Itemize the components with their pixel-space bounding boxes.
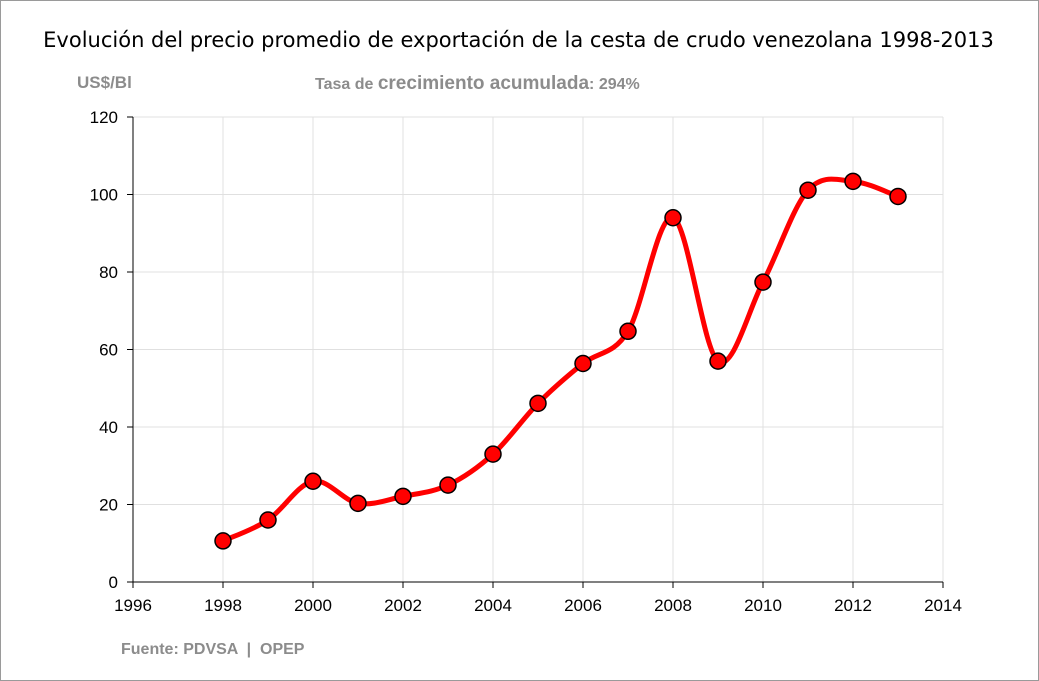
x-tick-label: 2004	[474, 596, 512, 615]
data-point-marker	[439, 476, 457, 494]
x-tick-label: 2014	[924, 596, 962, 615]
annotation-part-3: : 294%	[589, 76, 640, 93]
growth-rate-annotation: Tasa de crecimiento acumulada: 294%	[315, 73, 640, 95]
data-point-marker	[709, 352, 727, 370]
x-tick-label: 2012	[834, 596, 872, 615]
x-tick-label: 2008	[654, 596, 692, 615]
y-tick-label: 80	[99, 263, 118, 282]
data-point-marker	[844, 172, 862, 191]
series-line	[220, 176, 901, 544]
data-point-marker	[619, 322, 637, 341]
x-tick-label: 2000	[294, 596, 332, 615]
x-tick-label: 2002	[384, 596, 422, 615]
x-tick-labels: 1996 1998 2000 2002 2004 2006 2008 2010 2012 2014	[114, 596, 962, 615]
data-point-marker	[214, 532, 232, 550]
data-point-marker	[304, 472, 322, 490]
x-tick-label: 2006	[564, 596, 602, 615]
y-tick-label: 40	[99, 418, 118, 437]
x-tick-label: 2010	[744, 596, 782, 615]
data-point-marker	[259, 511, 277, 529]
axes	[127, 116, 944, 588]
data-point-marker	[529, 394, 547, 413]
data-point-marker	[349, 494, 367, 513]
data-point-marker	[484, 445, 502, 463]
y-tick-labels: 0 20 40 60 80 100 120	[90, 108, 118, 592]
chart-title: Evolución del precio promedio de exporta…	[43, 28, 994, 52]
y-tick-label: 60	[99, 341, 118, 360]
data-point-marker	[664, 209, 682, 227]
data-point-marker	[889, 187, 907, 206]
annotation-part-2: crecimiento acumulada	[377, 73, 590, 94]
x-tick-label: 1998	[204, 596, 242, 615]
grid-lines	[133, 116, 944, 582]
data-point-marker	[574, 354, 592, 373]
x-tick-label: 1996	[114, 596, 152, 615]
annotation-part-1: Tasa de	[315, 76, 378, 93]
source-note: Fuente: PDVSA | OPEP	[121, 641, 305, 658]
y-axis-unit-label: US$/Bl	[77, 73, 132, 92]
series-layer	[220, 176, 901, 544]
y-tick-label: 100	[90, 186, 118, 205]
data-point-marker	[754, 273, 772, 291]
data-point-marker	[799, 181, 817, 199]
y-tick-label: 0	[109, 573, 118, 592]
data-point-marker	[394, 487, 412, 506]
y-tick-label: 120	[90, 108, 118, 127]
data-points	[214, 172, 907, 550]
y-tick-label: 20	[99, 496, 118, 515]
